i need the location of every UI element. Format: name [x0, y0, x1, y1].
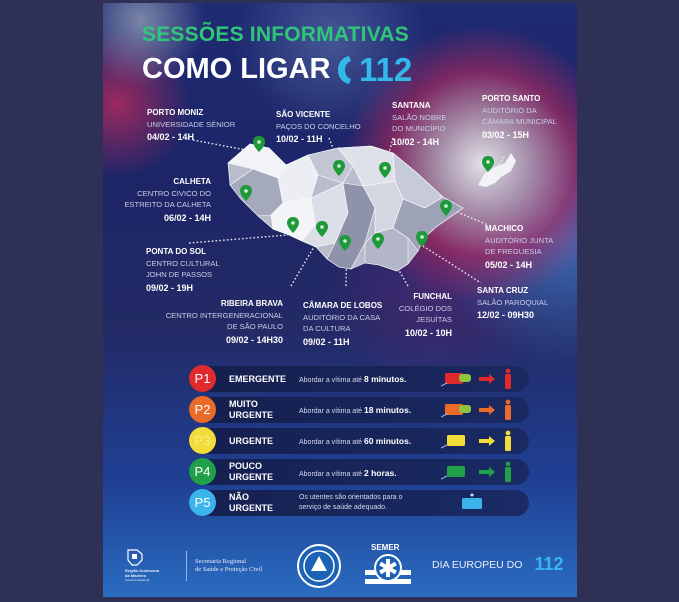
session-ribeira-brava: RIBEIRA BRAVA CENTRO INTERGENERACIONAL D… — [165, 299, 283, 345]
priority-badge-p5: P5 — [189, 489, 216, 516]
priority-row-p3 — [189, 428, 529, 454]
priority-row-p4 — [189, 459, 529, 485]
priority-level: POUCO URGENTE — [229, 461, 274, 482]
priority-description: Os utentes são orientados para o serviço … — [299, 494, 403, 511]
emergency-number-text: 112 — [359, 51, 413, 88]
porto-santo-island — [478, 153, 516, 187]
person-icon — [505, 430, 511, 451]
dia-europeu-112: DIA EUROPEU DO 112 — [432, 554, 564, 574]
session-santana: SANTANA SALÃO NOBRE DO MUNICÍPIO 10/02 -… — [392, 101, 447, 147]
secretaria-regional-text: Secretaria Regional de Saúde e Proteção … — [195, 558, 263, 573]
ambulance-icon — [447, 466, 465, 477]
priority-visual-p4 — [441, 461, 511, 482]
priority-level: MUITO URGENTE — [229, 399, 274, 420]
madeira-map — [188, 136, 516, 287]
semer-label: SEMER — [371, 543, 400, 552]
priority-badge-p1: P1 — [189, 365, 216, 392]
priority-visual-p1 — [441, 368, 511, 389]
subtitle: SESSÕES INFORMATIVAS — [142, 23, 409, 46]
session-porto-santo: PORTO SANTO AUDITÓRIO DA CÂMARA MUNICIPA… — [482, 94, 557, 140]
poster: SESSÕES INFORMATIVAS COMO LIGAR 112 — [103, 3, 577, 597]
priority-description: Abordar a vítima até 8 minutos. — [299, 374, 407, 384]
ambulance-icon — [445, 373, 463, 384]
priority-badge-p2: P2 — [189, 396, 216, 423]
ambulance-icon — [462, 498, 482, 509]
page-title: COMO LIGAR — [142, 53, 331, 85]
priority-row-p1 — [189, 366, 529, 392]
car-icon — [459, 374, 471, 382]
session-machico: MACHICO AUDITÓRIO JUNTA DE FREGUESIA 05/… — [485, 224, 554, 270]
priority-level: NÃO URGENTE — [229, 492, 274, 513]
session-calheta: CALHETA CENTRO CIVICO DO ESTREITO DA CAL… — [124, 177, 211, 223]
semer-logo-icon — [365, 554, 411, 584]
ambulance-icon — [447, 435, 465, 446]
session-ponta-do-sol: PONTA DO SOL CENTRO CULTURAL JOHN DE PAS… — [146, 247, 220, 293]
priority-level: EMERGENTE — [229, 374, 287, 384]
priority-badge-p4: P4 — [189, 458, 216, 485]
region-madeira-logo-icon — [127, 549, 143, 566]
map-pins — [240, 136, 494, 251]
session-sao-vicente: SÃO VICENTE PAÇOS DO CONCELHO 10/02 - 11… — [276, 110, 361, 144]
ambulance-icon — [445, 404, 463, 415]
priority-visual-p2 — [441, 399, 511, 420]
person-icon — [505, 461, 511, 482]
session-funchal: FUNCHAL COLÉGIO DOS JESUÍTAS 10/02 - 10H — [398, 292, 452, 338]
priority-description: Abordar a vítima até 2 horas. — [299, 468, 397, 478]
arrow-right-icon — [479, 374, 495, 384]
civil-protection-logo-icon — [297, 544, 341, 588]
footer-divider — [186, 551, 187, 581]
arrow-right-icon — [479, 467, 495, 477]
priority-badge-p3: P3 — [189, 427, 216, 454]
car-icon — [459, 405, 471, 413]
emergency-number: 112 — [335, 51, 412, 89]
arrow-right-icon — [479, 436, 495, 446]
madeira-island — [227, 143, 464, 272]
person-icon — [505, 368, 511, 389]
priority-description: Abordar a vítima até 18 minutos. — [299, 405, 412, 415]
priority-description: Abordar a vítima até 60 minutos. — [299, 436, 412, 446]
session-santa-cruz: SANTA CRUZ SALÃO PAROQUIAL 12/02 - 09H30 — [477, 286, 549, 320]
region-madeira-text: Região Autónoma da Madeira Governo Regio… — [125, 568, 160, 582]
session-camara-de-lobos: CÂMARA DE LOBOS AUDITÓRIO DA CASA DA CUL… — [303, 301, 383, 347]
priority-visual-p5 — [462, 493, 482, 509]
priority-visual-p3 — [441, 430, 511, 451]
person-icon — [505, 399, 511, 420]
phone-icon — [338, 56, 351, 84]
session-porto-moniz: PORTO MONIZ UNIVERSIDADE SÉNIOR 04/02 - … — [147, 108, 236, 142]
arrow-right-icon — [479, 405, 495, 415]
priority-row-p2 — [189, 397, 529, 423]
priority-level: URGENTE — [229, 436, 274, 446]
